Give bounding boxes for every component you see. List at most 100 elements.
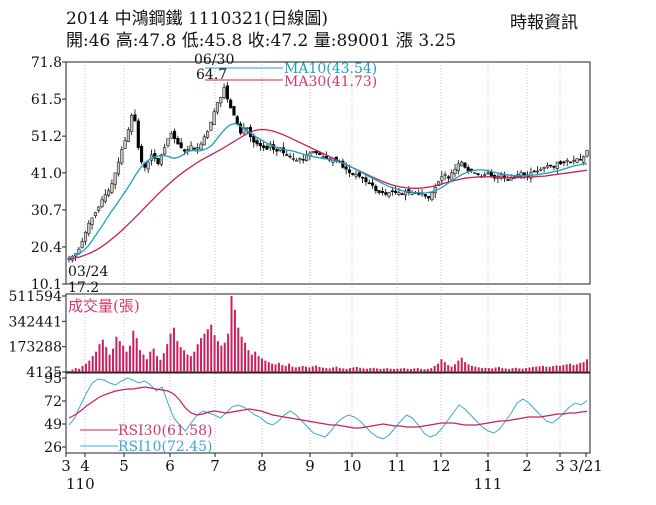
volume-bar: [484, 367, 487, 372]
candle-body: [295, 159, 299, 162]
volume-bar: [562, 365, 565, 372]
volume-tick-label: 4135: [26, 365, 62, 381]
candle-body: [486, 172, 490, 175]
candle-body: [100, 199, 104, 208]
volume-bar: [470, 365, 473, 372]
price-tick-label: 61.5: [31, 92, 62, 108]
volume-bar: [91, 356, 94, 372]
volume-bar: [582, 362, 585, 372]
volume-bar: [508, 368, 511, 372]
candle-body: [430, 192, 434, 200]
volume-bar: [108, 354, 111, 372]
candle-body: [252, 135, 256, 143]
rsi30-line: [68, 386, 588, 429]
candle-body: [219, 97, 223, 104]
volume-bar: [521, 368, 524, 372]
month-gridlines: [84, 62, 561, 453]
volume-bar: [112, 348, 115, 372]
volume-bar: [477, 367, 480, 372]
candle-body: [440, 176, 444, 181]
candle-body: [585, 150, 589, 157]
volume-bar: [413, 368, 416, 372]
candle-body: [262, 145, 266, 148]
candle-body: [229, 99, 233, 109]
candle-body: [519, 172, 523, 177]
volume-bar: [186, 354, 189, 372]
volume-bar: [132, 330, 135, 372]
candle-body: [182, 149, 187, 152]
volume-bar: [200, 338, 203, 372]
volume-bar: [552, 366, 555, 372]
volume-bar: [450, 366, 453, 372]
panel-border-1: [65, 293, 591, 373]
volume-bar: [328, 368, 331, 372]
volume-bar: [237, 327, 240, 372]
volume-bar: [294, 367, 297, 372]
candle-body: [552, 165, 556, 168]
volume-bar: [355, 366, 358, 372]
candle-body: [443, 174, 447, 176]
price-tick-label: 51.2: [31, 129, 62, 145]
volume-bar: [426, 368, 429, 372]
candle-body: [450, 172, 454, 181]
candle-body: [298, 158, 302, 160]
volume-bar: [453, 364, 456, 372]
volume-bar: [71, 369, 74, 372]
high-date-label: 06/30: [194, 52, 234, 68]
volume-bar: [274, 364, 277, 372]
volume-bar: [105, 347, 108, 372]
volume-bar: [193, 351, 196, 372]
rsi-tick-label: 49: [44, 417, 62, 433]
candle-body: [578, 159, 582, 161]
panel-border-2: [65, 372, 591, 454]
quote-summary: 開:46 高:47.8 低:45.8 收:47.2 量:89001 漲 3.25: [66, 31, 457, 51]
year-label: 111: [474, 475, 503, 493]
volume-bar: [342, 368, 345, 372]
x-tick-label: 6: [165, 457, 175, 475]
volume-bar: [152, 348, 155, 372]
candle-body: [453, 168, 457, 174]
volume-bar: [284, 365, 287, 372]
candle-body: [460, 161, 464, 167]
candle-body: [542, 167, 546, 169]
candle-body: [136, 120, 140, 148]
candle-body: [133, 114, 137, 121]
candle-body: [384, 192, 388, 195]
panel-border-0: [65, 61, 591, 285]
rsi-tick-label: 95: [44, 371, 62, 387]
candle-body: [258, 142, 262, 147]
candle-body: [387, 192, 391, 197]
candle-body: [153, 153, 157, 159]
price-tick-label: 10.1: [31, 277, 62, 293]
volume-bar: [301, 365, 304, 372]
low-date-label: 03/24: [68, 264, 108, 280]
volume-bar: [491, 368, 494, 372]
rsi30-legend-label: RSI30(61.58): [118, 423, 212, 439]
rsi10-line: [68, 377, 588, 440]
volume-bar: [281, 365, 284, 372]
volume-bar: [403, 368, 406, 372]
volume-bar: [267, 362, 270, 372]
candle-body: [192, 147, 196, 150]
candle-body: [314, 151, 319, 154]
volume-bar: [101, 339, 104, 372]
volume-bar: [244, 342, 247, 372]
candle-body: [364, 177, 368, 183]
volume-bar: [575, 364, 578, 372]
candle-body: [555, 161, 559, 169]
candle-body: [196, 147, 200, 150]
volume-bar: [406, 368, 409, 372]
volume-bar: [81, 365, 84, 372]
volume-bar: [196, 344, 199, 372]
volume-bar: [558, 365, 561, 372]
x-tick-label: 1: [483, 457, 493, 475]
volume-bar: [159, 359, 162, 372]
year-label: 110: [66, 475, 95, 493]
x-tick-label: 9: [305, 457, 315, 475]
ma10-line: [68, 122, 588, 259]
volume-bar: [362, 368, 365, 372]
volume-bar: [349, 368, 352, 372]
volume-bar: [579, 362, 582, 372]
source-label: 時報資訊: [510, 13, 578, 33]
